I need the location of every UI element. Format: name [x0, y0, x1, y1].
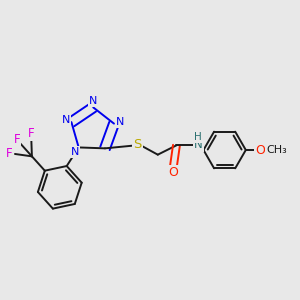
Text: O: O: [168, 166, 178, 179]
Text: N: N: [61, 115, 70, 125]
Text: N: N: [70, 147, 79, 157]
Text: F: F: [6, 147, 13, 160]
Text: F: F: [28, 127, 34, 140]
Text: F: F: [14, 133, 20, 146]
Text: H: H: [194, 132, 202, 142]
Text: CH₃: CH₃: [266, 145, 287, 155]
Text: N: N: [89, 96, 98, 106]
Text: O: O: [255, 143, 265, 157]
Text: S: S: [134, 138, 142, 151]
Text: N: N: [116, 117, 124, 127]
Text: N: N: [194, 138, 203, 151]
